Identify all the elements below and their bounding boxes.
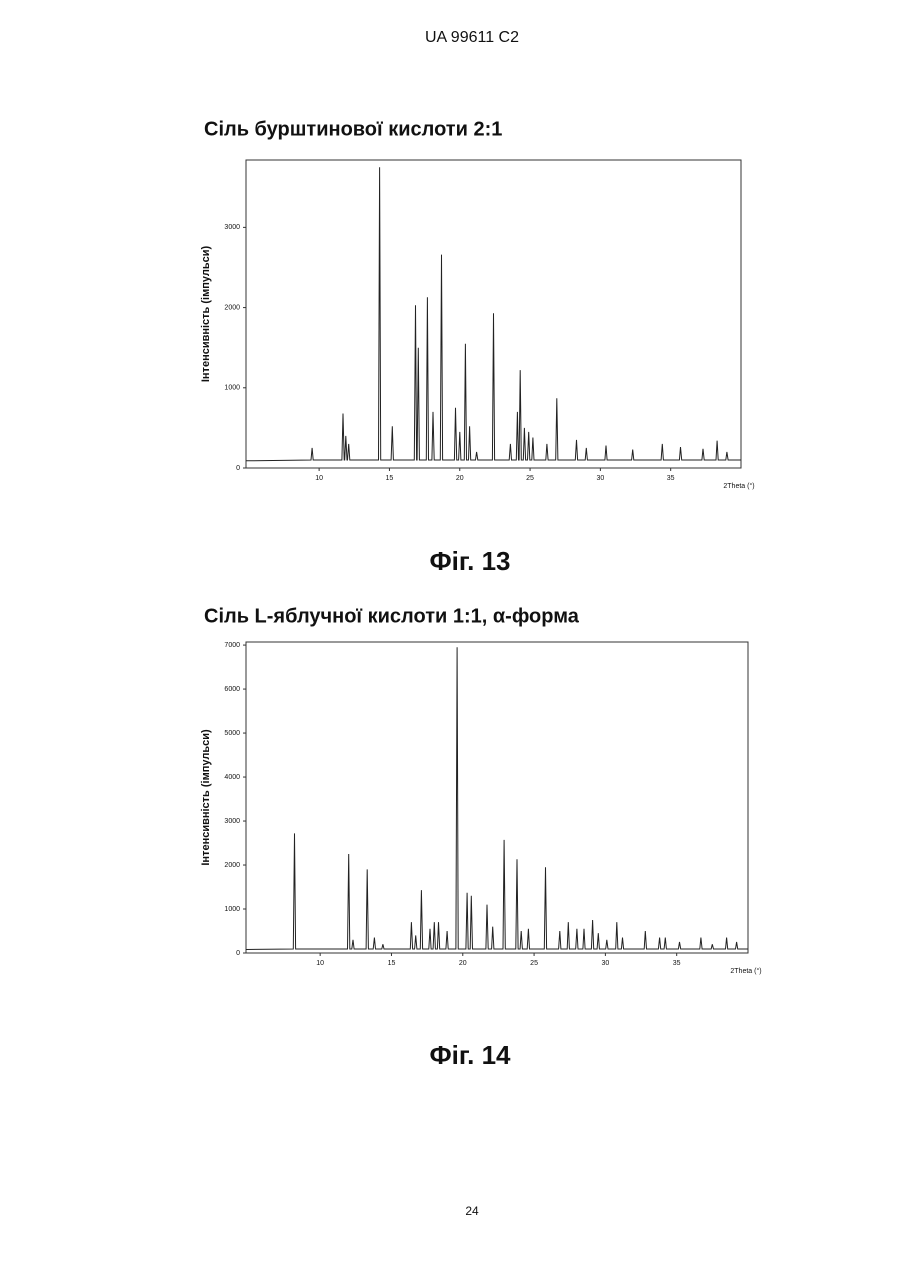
x-tick-label: 20 (456, 475, 464, 482)
x-tick-label: 30 (601, 960, 609, 967)
x-tick-label: 35 (667, 475, 675, 482)
y-tick-label: 2000 (224, 304, 240, 311)
y-tick-label: 7000 (224, 642, 240, 649)
x-tick-label: 10 (315, 475, 323, 482)
y-axis-label: Інтенсивність (імпульси) (200, 729, 212, 866)
y-tick-label: 6000 (224, 686, 240, 693)
figure-caption: Фіг. 13 (429, 546, 510, 576)
figure-caption: Фіг. 14 (429, 1040, 511, 1070)
x-tick-label: 25 (530, 960, 538, 967)
page-number: 24 (465, 1204, 479, 1218)
y-tick-label: 2000 (224, 862, 240, 869)
y-tick-label: 5000 (224, 730, 240, 737)
x-axis-label: 2Theta (°) (730, 967, 761, 975)
y-tick-label: 1000 (224, 385, 240, 392)
y-tick-label: 3000 (224, 224, 240, 231)
diffraction-line (246, 167, 741, 461)
y-tick-label: 0 (236, 465, 240, 472)
chart-title: Сіль L-яблучної кислоти 1:1, α-форма (204, 605, 580, 627)
diffraction-line (246, 647, 748, 949)
x-tick-label: 20 (459, 960, 467, 967)
x-tick-label: 15 (388, 960, 396, 967)
x-axis-label: 2Theta (°) (723, 482, 754, 490)
y-tick-label: 3000 (224, 818, 240, 825)
y-tick-label: 0 (236, 950, 240, 957)
y-tick-label: 4000 (224, 774, 240, 781)
x-tick-label: 30 (596, 475, 604, 482)
x-tick-label: 15 (386, 475, 394, 482)
x-tick-label: 35 (673, 960, 681, 967)
page: UA 99611 C2 24 Сіль бурштинової кислоти … (0, 0, 901, 1273)
chart-title: Сіль бурштинової кислоти 2:1 (204, 118, 502, 140)
y-axis-label: Інтенсивність (імпульси) (200, 246, 212, 383)
x-tick-label: 10 (316, 960, 324, 967)
x-tick-label: 25 (526, 475, 534, 482)
y-tick-label: 1000 (224, 906, 240, 913)
page-header: UA 99611 C2 (425, 29, 519, 46)
plot-frame (246, 642, 748, 953)
